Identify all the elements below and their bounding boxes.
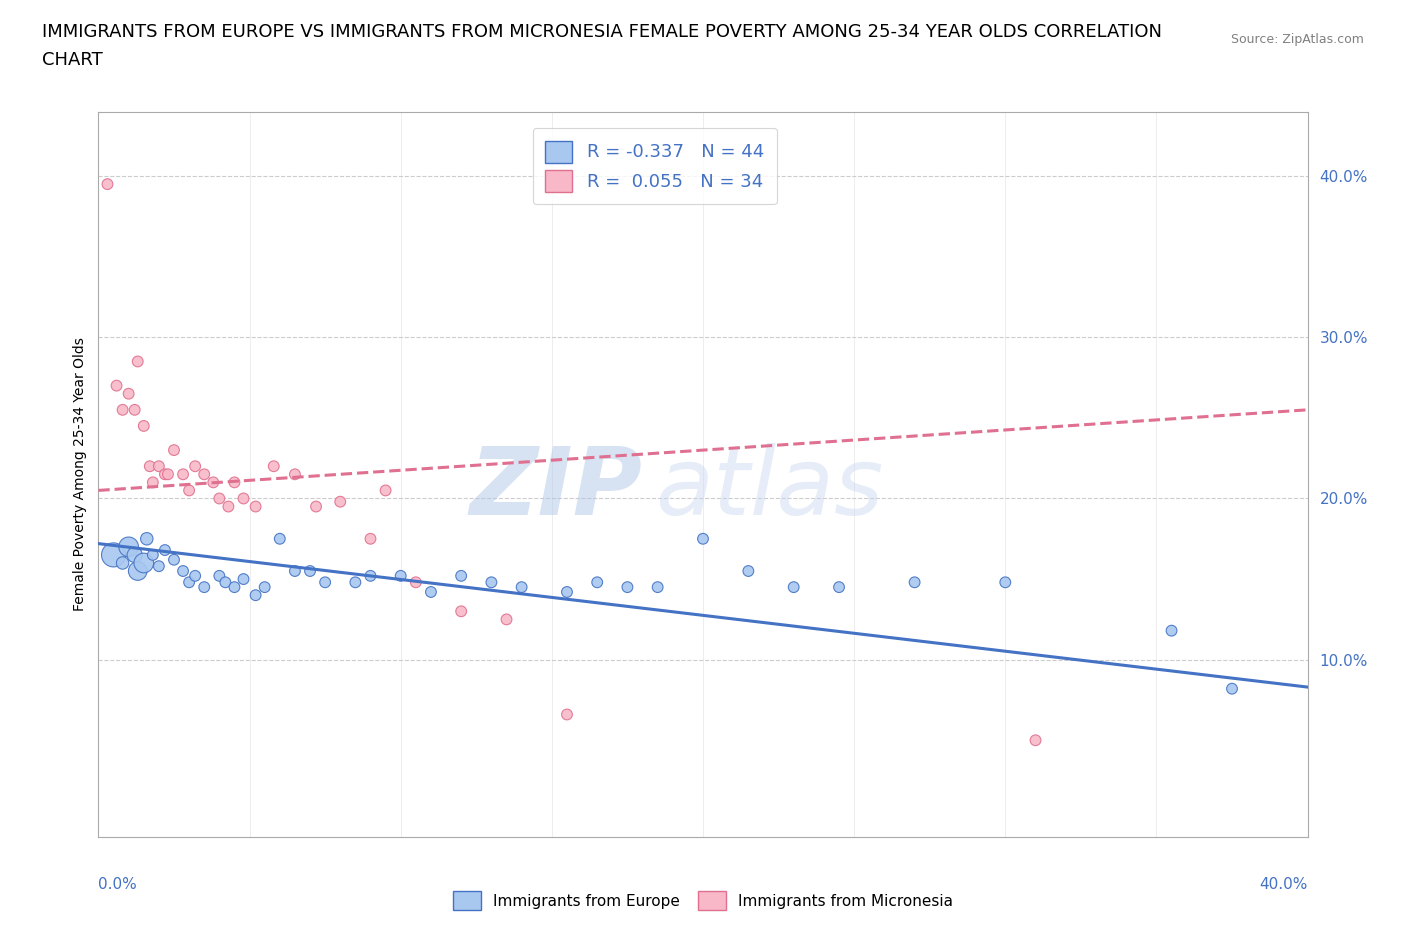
Legend: Immigrants from Europe, Immigrants from Micronesia: Immigrants from Europe, Immigrants from … <box>446 884 960 918</box>
Point <box>111 555 134 570</box>
Point <box>193 579 215 594</box>
Text: 40.0%: 40.0% <box>1260 877 1308 892</box>
Point <box>245 499 267 514</box>
Point <box>245 588 267 603</box>
Point <box>284 467 307 482</box>
Point <box>647 579 669 594</box>
Point <box>96 177 118 192</box>
Point <box>389 568 412 583</box>
Point <box>253 579 276 594</box>
Point <box>135 531 157 546</box>
Point <box>586 575 609 590</box>
Point <box>1024 733 1046 748</box>
Point <box>495 612 517 627</box>
Point <box>1160 623 1182 638</box>
Point <box>299 564 322 578</box>
Point <box>172 467 194 482</box>
Text: atlas: atlas <box>655 444 883 535</box>
Point <box>179 483 201 498</box>
Point <box>118 539 141 554</box>
Point <box>616 579 638 594</box>
Point <box>224 579 246 594</box>
Point <box>139 458 162 473</box>
Point <box>163 552 186 567</box>
Point <box>405 575 427 590</box>
Point <box>127 564 149 578</box>
Point <box>329 494 352 509</box>
Point <box>263 458 285 473</box>
Legend: R = -0.337   N = 44, R =  0.055   N = 34: R = -0.337 N = 44, R = 0.055 N = 34 <box>533 128 776 205</box>
Point <box>208 491 231 506</box>
Point <box>481 575 503 590</box>
Point <box>184 568 207 583</box>
Point <box>450 568 472 583</box>
Y-axis label: Female Poverty Among 25-34 Year Olds: Female Poverty Among 25-34 Year Olds <box>73 338 87 611</box>
Point <box>148 458 170 473</box>
Point <box>156 467 179 482</box>
Point <box>314 575 336 590</box>
Point <box>193 467 215 482</box>
Point <box>217 499 239 514</box>
Point <box>142 548 165 563</box>
Point <box>142 475 165 490</box>
Point <box>111 403 134 418</box>
Text: ZIP: ZIP <box>470 443 643 535</box>
Point <box>124 548 146 563</box>
Text: Source: ZipAtlas.com: Source: ZipAtlas.com <box>1230 33 1364 46</box>
Point <box>179 575 201 590</box>
Point <box>224 475 246 490</box>
Point <box>184 458 207 473</box>
Point <box>374 483 396 498</box>
Point <box>828 579 851 594</box>
Point <box>163 443 186 458</box>
Point <box>153 542 176 557</box>
Point <box>904 575 927 590</box>
Point <box>360 531 382 546</box>
Point <box>737 564 759 578</box>
Text: 0.0%: 0.0% <box>98 877 138 892</box>
Point <box>132 418 155 433</box>
Point <box>284 564 307 578</box>
Point <box>148 559 170 574</box>
Text: CHART: CHART <box>42 51 103 69</box>
Point <box>132 555 155 570</box>
Point <box>420 585 443 600</box>
Point <box>450 604 472 618</box>
Point <box>232 491 254 506</box>
Point <box>1220 682 1243 697</box>
Point <box>360 568 382 583</box>
Point <box>118 386 141 401</box>
Point <box>153 467 176 482</box>
Point <box>783 579 806 594</box>
Text: IMMIGRANTS FROM EUROPE VS IMMIGRANTS FROM MICRONESIA FEMALE POVERTY AMONG 25-34 : IMMIGRANTS FROM EUROPE VS IMMIGRANTS FRO… <box>42 23 1163 41</box>
Point <box>208 568 231 583</box>
Point <box>555 585 578 600</box>
Point <box>172 564 194 578</box>
Point <box>692 531 714 546</box>
Point <box>994 575 1017 590</box>
Point <box>344 575 367 590</box>
Point <box>232 572 254 587</box>
Point <box>124 403 146 418</box>
Point <box>510 579 533 594</box>
Point <box>103 548 125 563</box>
Point <box>269 531 291 546</box>
Point <box>555 707 578 722</box>
Point <box>305 499 328 514</box>
Point <box>127 354 149 369</box>
Point <box>202 475 225 490</box>
Point <box>105 379 128 393</box>
Point <box>214 575 236 590</box>
